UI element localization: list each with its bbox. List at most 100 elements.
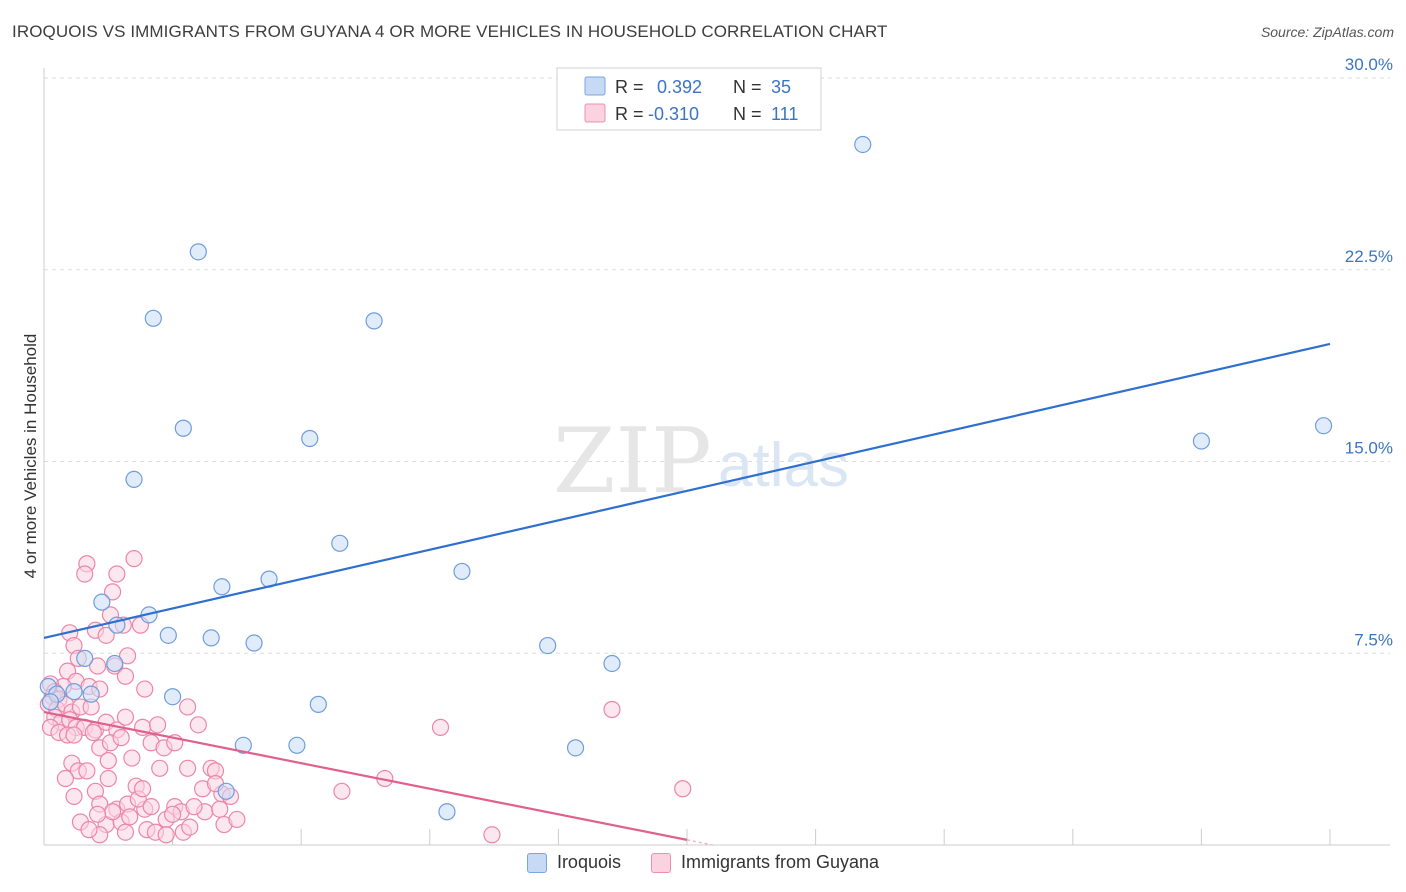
legend-n-label-2: N =: [733, 104, 762, 124]
legend-item-guyana[interactable]: Immigrants from Guyana: [650, 852, 880, 873]
legend-swatch-iroquois: [584, 76, 606, 96]
legend-r-label-2: R =: [615, 104, 644, 124]
guyana-point: [157, 826, 175, 844]
legend-label-guyana: Immigrants from Guyana: [680, 852, 880, 872]
guyana-point: [179, 698, 197, 716]
guyana-point: [88, 657, 107, 675]
iroquois-point: [106, 654, 124, 673]
guyana-point: [603, 700, 621, 719]
iroquois-point: [1314, 417, 1333, 435]
guyana-points: [39, 550, 692, 844]
iroquois-point: [453, 562, 471, 581]
iroquois-point: [174, 419, 192, 437]
guyana-point: [76, 565, 94, 583]
guyana-point: [181, 818, 199, 836]
guyana-point: [99, 769, 117, 788]
iroquois-point: [301, 429, 319, 448]
iroquois-point: [144, 309, 162, 327]
guyana-point: [116, 823, 135, 841]
axis-ticks: 7.5%15.0%22.5%30.0%0.0%60.0%: [1345, 55, 1393, 649]
guyana-point: [103, 803, 122, 821]
guyana-point: [431, 718, 450, 736]
guyana-point: [108, 565, 126, 583]
iroquois-point: [365, 312, 383, 330]
guyana-point: [116, 708, 135, 726]
guyana-point: [189, 716, 207, 734]
guyana-point: [121, 808, 139, 826]
iroquois-point: [438, 803, 456, 821]
iroquois-point: [164, 688, 182, 706]
trendline-guyana: [43, 710, 688, 841]
legend-swatch-guyana: [584, 103, 606, 123]
iroquois-point: [125, 470, 143, 488]
guyana-point: [674, 780, 692, 798]
source-credit: Source: ZipAtlas.com: [1260, 24, 1394, 40]
legend-r-value-1: 0.392: [657, 77, 702, 97]
axes: [43, 68, 1390, 846]
guyana-point: [65, 726, 83, 744]
y-tick-label: 22.5%: [1345, 247, 1393, 266]
iroquois-point: [217, 782, 235, 800]
guyana-point: [164, 805, 182, 823]
guyana-point: [179, 759, 197, 777]
iroquois-point: [309, 695, 327, 713]
iroquois-point: [539, 636, 557, 655]
guyana-point: [133, 780, 152, 798]
guyana-point: [142, 798, 160, 816]
guyana-point: [483, 826, 501, 844]
iroquois-point: [202, 629, 220, 647]
guyana-point: [99, 752, 117, 770]
guyana-point: [65, 787, 83, 806]
iroquois-point: [566, 739, 585, 757]
guyana-point: [228, 810, 246, 829]
trendline-iroquois: [43, 342, 1331, 639]
iroquois-point: [41, 693, 60, 711]
y-tick-label: 30.0%: [1345, 55, 1393, 74]
iroquois-points: [39, 135, 1333, 821]
iroquois-point: [76, 649, 94, 667]
trendlines: [43, 342, 1331, 846]
legend-swatch-icon: [650, 852, 671, 873]
guyana-point: [116, 667, 135, 685]
iroquois-point: [331, 534, 349, 552]
iroquois-point: [603, 654, 621, 673]
guyana-point: [148, 716, 167, 734]
iroquois-point: [213, 578, 231, 596]
iroquois-point: [245, 634, 263, 652]
guyana-point: [118, 647, 137, 665]
legend-swatch-icon: [526, 852, 547, 873]
legend-n-value-2: 111: [771, 104, 798, 124]
legend-n-value-1: 35: [771, 77, 791, 97]
guyana-point: [56, 769, 75, 788]
guyana-point: [185, 798, 203, 816]
guyana-point: [112, 729, 130, 747]
guyana-point: [136, 680, 154, 698]
legend-r-label-1: R =: [615, 77, 644, 97]
iroquois-point: [234, 736, 252, 754]
iroquois-point: [159, 626, 177, 644]
chart-title: IROQUOIS VS IMMIGRANTS FROM GUYANA 4 OR …: [12, 22, 888, 41]
scatter-chart: ZIP atlas 7.5%15.0%22.5%30.0%0.0%60.0% R…: [39, 55, 1393, 846]
correlation-legend: R = 0.392 N = 35 R = -0.310 N = 111: [556, 67, 822, 131]
guyana-point: [78, 762, 96, 780]
watermark-atlas: atlas: [718, 431, 849, 500]
guyana-point: [333, 782, 351, 800]
legend-item-iroquois[interactable]: Iroquois: [526, 852, 621, 873]
legend-n-label-1: N =: [733, 77, 762, 97]
guyana-point: [103, 583, 122, 601]
iroquois-point: [1192, 432, 1211, 450]
guyana-point: [88, 805, 107, 823]
guyana-point: [125, 550, 143, 568]
watermark-zip: ZIP: [553, 409, 712, 514]
y-tick-label: 7.5%: [1354, 630, 1393, 649]
guyana-point: [123, 749, 141, 767]
guyana-point: [211, 800, 229, 818]
bottom-legend: Iroquois Immigrants from Guyana: [0, 852, 1406, 873]
gridlines: [44, 77, 1390, 654]
guyana-point: [84, 723, 102, 742]
legend-label-iroquois: Iroquois: [556, 852, 621, 872]
y-tick-label: 15.0%: [1345, 439, 1393, 458]
iroquois-point: [288, 736, 306, 754]
iroquois-point: [65, 682, 83, 701]
guyana-point: [97, 626, 115, 644]
